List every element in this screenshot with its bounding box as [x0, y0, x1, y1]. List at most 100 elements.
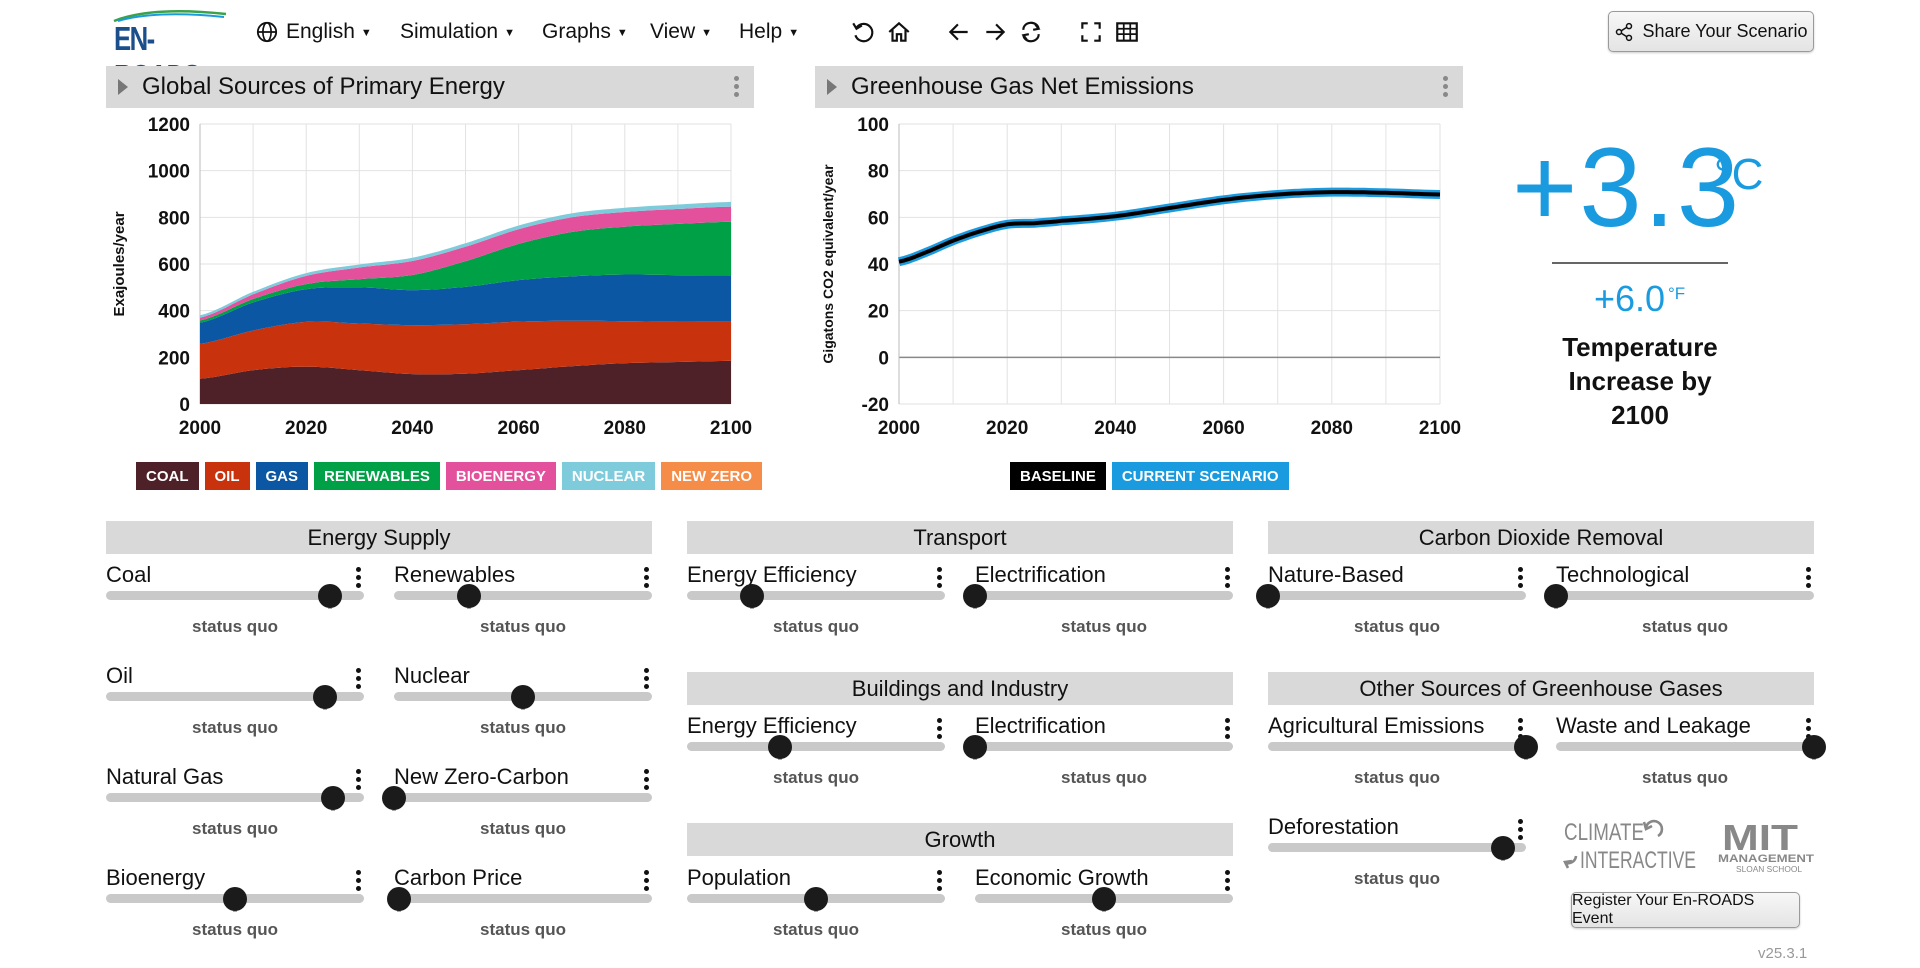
- more-options-icon[interactable]: [1516, 818, 1524, 842]
- slider-track[interactable]: [1268, 591, 1526, 600]
- more-options-icon[interactable]: [1804, 566, 1812, 590]
- slider-renewables: Renewables status quo: [394, 562, 652, 662]
- slider-thumb[interactable]: [1802, 735, 1826, 759]
- simulation-menu[interactable]: Simulation ▼: [400, 18, 515, 46]
- slider-track[interactable]: [106, 793, 364, 802]
- status-quo-label: status quo: [480, 920, 566, 939]
- more-options-icon[interactable]: [1223, 566, 1231, 590]
- language-menu[interactable]: English ▼: [256, 18, 372, 46]
- slider-track[interactable]: [687, 742, 945, 751]
- slider-thumb[interactable]: [963, 584, 987, 608]
- forward-arrow-icon[interactable]: [982, 19, 1008, 45]
- more-options-icon[interactable]: [354, 869, 362, 893]
- more-options-icon[interactable]: [935, 566, 943, 590]
- mit-sloan-logo[interactable]: MIT MANAGEMENT SLOAN SCHOOL: [1718, 816, 1818, 874]
- x-tick-label: 2020: [285, 418, 327, 439]
- climate-interactive-logo[interactable]: CLIMATE INTERACTIVE: [1562, 816, 1698, 874]
- more-options-icon[interactable]: [935, 869, 943, 893]
- more-options-icon[interactable]: [642, 869, 650, 893]
- slider-track[interactable]: [687, 591, 945, 600]
- more-options-icon[interactable]: [732, 74, 740, 100]
- slider-thumb[interactable]: [511, 685, 535, 709]
- slider-thumb[interactable]: [739, 584, 764, 608]
- more-options-icon[interactable]: [1223, 869, 1231, 893]
- slider-buildings-electrification: Electrification status quo: [963, 713, 1233, 813]
- register-event-button[interactable]: Register Your En-ROADS Event: [1571, 892, 1800, 928]
- undo-icon[interactable]: [850, 19, 876, 45]
- legend-item-coal[interactable]: COAL: [136, 462, 199, 490]
- legend-item-current-scenario[interactable]: CURRENT SCENARIO: [1111, 462, 1289, 490]
- slider-track[interactable]: [1268, 742, 1526, 751]
- view-menu[interactable]: View ▼: [650, 18, 712, 46]
- slider-thumb[interactable]: [387, 887, 412, 911]
- graph-title: Global Sources of Primary Energy: [142, 73, 505, 100]
- legend-item-renewables[interactable]: RENEWABLES: [314, 462, 440, 490]
- legend-item-new-zero[interactable]: NEW ZERO: [661, 462, 763, 490]
- more-options-icon[interactable]: [354, 768, 362, 792]
- slider-label: Energy Efficiency: [687, 713, 857, 738]
- legend-item-oil[interactable]: OIL: [204, 462, 250, 490]
- slider-thumb[interactable]: [1490, 836, 1515, 860]
- slider-thumb[interactable]: [963, 735, 987, 759]
- slider-track[interactable]: [975, 591, 1233, 600]
- slider-thumb[interactable]: [223, 887, 247, 911]
- globe-icon: [256, 21, 278, 43]
- fullscreen-icon[interactable]: [1078, 19, 1104, 45]
- expand-triangle-icon[interactable]: [118, 79, 128, 95]
- slider-track[interactable]: [1268, 843, 1526, 852]
- slider-thumb[interactable]: [1256, 584, 1280, 608]
- more-options-icon[interactable]: [642, 566, 650, 590]
- en-roads-logo[interactable]: EN-ROADS: [112, 8, 228, 95]
- more-options-icon[interactable]: [642, 667, 650, 691]
- share-scenario-button[interactable]: Share Your Scenario: [1608, 11, 1814, 52]
- more-options-icon[interactable]: [1441, 74, 1449, 100]
- legend-item-bioenergy[interactable]: BIOENERGY: [445, 462, 556, 490]
- slider-label: Population: [687, 865, 791, 890]
- slider-thumb[interactable]: [1092, 887, 1116, 911]
- slider-thumb[interactable]: [767, 735, 792, 759]
- slider-thumb[interactable]: [313, 685, 338, 709]
- slider-track[interactable]: [106, 692, 364, 701]
- table-icon[interactable]: [1114, 19, 1140, 45]
- more-options-icon[interactable]: [1516, 566, 1524, 590]
- more-options-icon[interactable]: [935, 717, 943, 741]
- legend-item-baseline[interactable]: BASELINE: [1010, 462, 1106, 490]
- y-tick-label: -20: [862, 395, 889, 416]
- fahrenheit-unit: °F: [1668, 284, 1686, 303]
- more-options-icon[interactable]: [354, 566, 362, 590]
- slider-track[interactable]: [1556, 591, 1814, 600]
- slider-thumb[interactable]: [321, 786, 346, 810]
- slider-track[interactable]: [394, 793, 652, 802]
- y-tick-label: 1200: [148, 115, 190, 136]
- back-arrow-icon[interactable]: [946, 19, 972, 45]
- slider-track[interactable]: [394, 894, 652, 903]
- status-quo-label: status quo: [1061, 768, 1147, 787]
- slider-thumb[interactable]: [1544, 584, 1568, 608]
- more-options-icon[interactable]: [642, 768, 650, 792]
- legend-item-gas[interactable]: GAS: [255, 462, 309, 490]
- chevron-down-icon: ▼: [788, 27, 800, 39]
- x-tick-label: 2080: [1311, 418, 1353, 439]
- slider-thumb[interactable]: [1514, 735, 1538, 759]
- more-options-icon[interactable]: [1223, 717, 1231, 741]
- slider-track[interactable]: [394, 591, 652, 600]
- more-options-icon[interactable]: [354, 667, 362, 691]
- slider-thumb[interactable]: [804, 887, 828, 911]
- slider-buildings-efficiency: Energy Efficiency status quo: [687, 713, 945, 813]
- swap-icon[interactable]: [1018, 19, 1044, 45]
- slider-thumb[interactable]: [318, 584, 343, 608]
- slider-thumb[interactable]: [382, 786, 406, 810]
- help-label: Help: [739, 20, 783, 43]
- area-series-coal: [200, 360, 731, 404]
- expand-triangle-icon[interactable]: [827, 79, 837, 95]
- help-menu[interactable]: Help ▼: [739, 18, 799, 46]
- legend-item-nuclear[interactable]: NUCLEAR: [561, 462, 656, 490]
- primary-energy-graph-header: Global Sources of Primary Energy: [106, 66, 754, 108]
- slider-track[interactable]: [1556, 742, 1814, 751]
- temperature-celsius: +3.3: [1512, 125, 1742, 250]
- slider-track[interactable]: [975, 742, 1233, 751]
- slider-thumb[interactable]: [456, 584, 481, 608]
- graphs-menu[interactable]: Graphs ▼: [542, 18, 628, 46]
- slider-track[interactable]: [106, 591, 364, 600]
- home-icon[interactable]: [886, 19, 912, 45]
